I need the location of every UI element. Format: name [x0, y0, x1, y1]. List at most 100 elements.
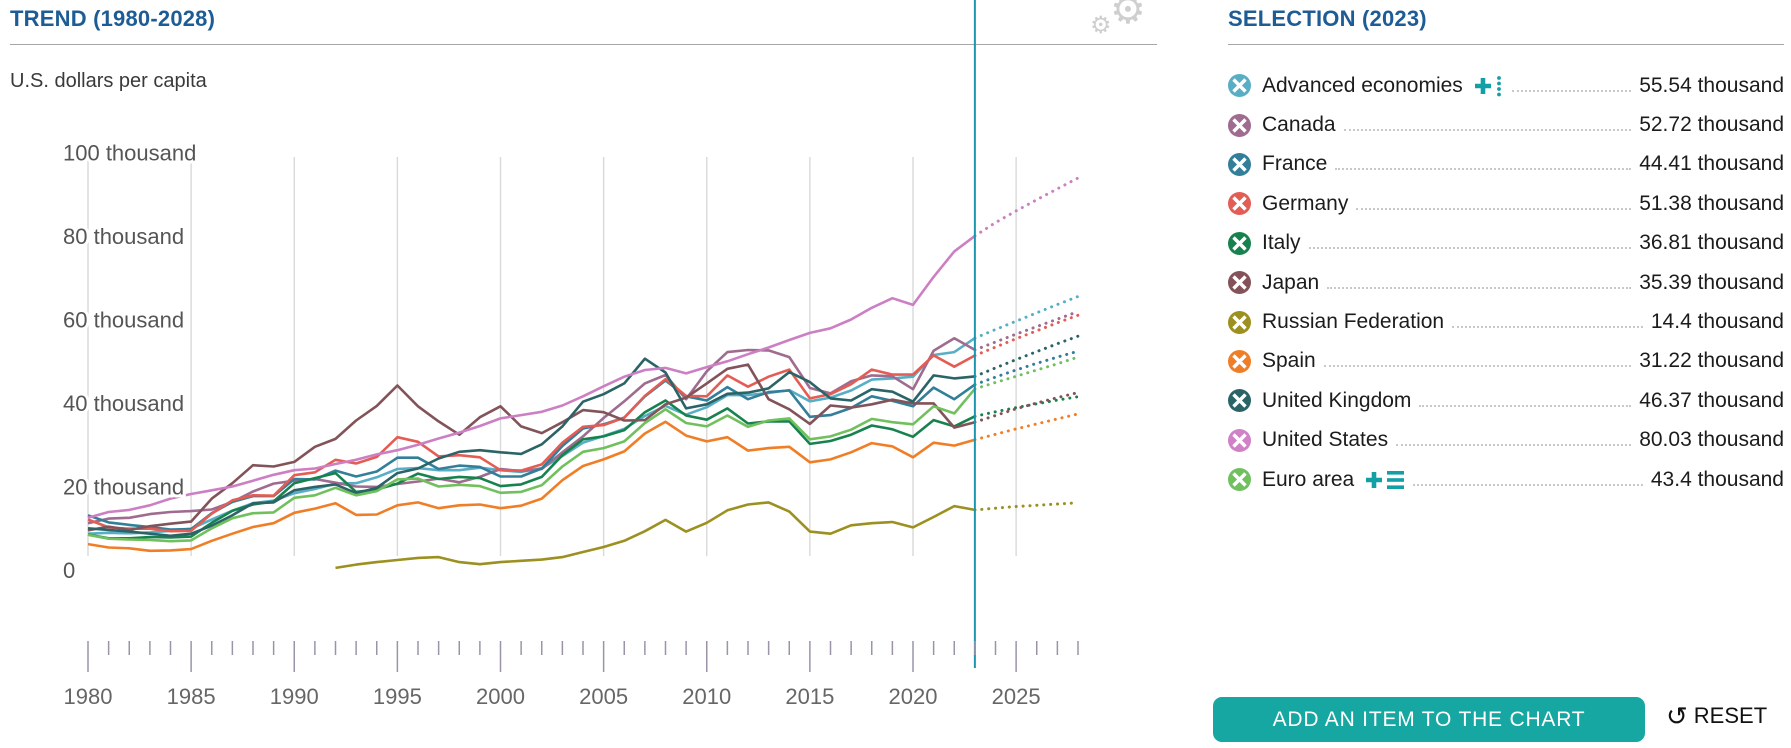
- add-item-button[interactable]: ADD AN ITEM TO THE CHART: [1213, 697, 1645, 742]
- selection-row[interactable]: Japan 35.39 thousand: [1228, 263, 1784, 302]
- selection-item-label: Italy: [1262, 231, 1301, 255]
- series-line-italy[interactable]: [87, 399, 976, 540]
- dotted-leader: [1323, 365, 1632, 368]
- selection-item-value: 31.22 thousand: [1639, 349, 1784, 373]
- series-forecast-spain: [973, 412, 1080, 442]
- x-tick-label-1990: 1990: [270, 684, 319, 709]
- trend-panel-title: TREND (1980-2028): [10, 6, 216, 31]
- series-marker-icon: [1228, 349, 1251, 373]
- series-forecast-advanced-economies: [973, 295, 1080, 340]
- series-line-advanced-economies[interactable]: [87, 337, 976, 535]
- series-marker-icon: [1228, 271, 1251, 295]
- selection-item-label: Japan: [1262, 270, 1320, 294]
- settings-gear-icon[interactable]: ⚙ ⚙: [1088, 0, 1158, 46]
- selection-item-value: 35.39 thousand: [1639, 270, 1784, 294]
- series-marker-icon: [1228, 310, 1251, 334]
- reset-label: RESET: [1693, 703, 1768, 728]
- series-marker-icon: [1228, 152, 1251, 176]
- dotted-leader: [1308, 247, 1632, 250]
- selection-row[interactable]: Canada 52.72 thousand: [1228, 105, 1784, 144]
- selection-row[interactable]: Advanced economies 55.54 thousand: [1228, 66, 1784, 105]
- x-tick-label-1995: 1995: [373, 684, 422, 709]
- series-forecast-germany: [973, 313, 1080, 357]
- y-tick-label-40: 40 thousand: [63, 391, 184, 416]
- series-marker-icon: [1228, 231, 1251, 255]
- y-tick-label-80: 80 thousand: [63, 224, 184, 249]
- selection-row[interactable]: Spain 31.22 thousand: [1228, 342, 1784, 381]
- dotted-leader: [1413, 483, 1643, 486]
- selection-item-label: France: [1262, 152, 1328, 176]
- x-tick-label-2005: 2005: [579, 684, 628, 709]
- selection-list: Advanced economies 55.54 thousand Canada…: [1228, 66, 1784, 499]
- selection-row[interactable]: Euro area 43.4 thousand: [1228, 460, 1784, 499]
- dotted-leader: [1419, 404, 1632, 407]
- series-marker-icon: [1228, 428, 1251, 452]
- trend-line-chart[interactable]: 1980 1985 1990 1995 2000 2005 2010 2015 2020 2025…: [0, 0, 1180, 748]
- dotted-leader: [1356, 207, 1632, 210]
- reset-button[interactable]: ↺ RESET: [1666, 703, 1767, 729]
- dotted-leader: [1327, 286, 1632, 289]
- series-line-spain[interactable]: [87, 420, 976, 553]
- series-line-russian-federation[interactable]: [335, 501, 976, 570]
- dotted-leader: [1343, 129, 1632, 132]
- unit-label: U.S. dollars per capita: [10, 70, 207, 92]
- trend-divider: [10, 44, 1157, 45]
- y-tick-label-60: 60 thousand: [63, 308, 184, 333]
- selection-item-label: United Kingdom: [1262, 388, 1412, 412]
- x-tick-label-2025: 2025: [992, 684, 1041, 709]
- series-marker-icon: [1228, 74, 1251, 98]
- y-tick-label-100: 100 thousand: [63, 141, 196, 166]
- selection-divider: [1228, 44, 1784, 45]
- selection-panel-title: SELECTION (2023): [1228, 6, 1427, 31]
- selection-item-label: Euro area: [1262, 467, 1355, 491]
- dotted-leader: [1396, 444, 1632, 447]
- selection-row[interactable]: United Kingdom 46.37 thousand: [1228, 381, 1784, 420]
- series-forecast-united-states: [973, 176, 1080, 238]
- gear-small-icon: ⚙: [1090, 12, 1112, 39]
- x-tick-label-2000: 2000: [476, 684, 525, 709]
- selection-row[interactable]: Germany 51.38 thousand: [1228, 184, 1784, 223]
- add-group-members-icon[interactable]: [1472, 73, 1504, 99]
- x-tick-label-1980: 1980: [64, 684, 113, 709]
- selection-row[interactable]: Russian Federation 14.4 thousand: [1228, 302, 1784, 341]
- series-line-united-states[interactable]: [87, 234, 976, 520]
- group-list-icon[interactable]: [1363, 467, 1405, 493]
- selection-row[interactable]: United States 80.03 thousand: [1228, 421, 1784, 460]
- selection-item-label: Advanced economies: [1262, 73, 1463, 97]
- selection-item-label: Spain: [1262, 349, 1316, 373]
- series-line-euro-area[interactable]: [87, 387, 976, 543]
- selection-item-value: 43.4 thousand: [1650, 467, 1784, 491]
- series-line-france[interactable]: [87, 379, 976, 531]
- dotted-leader: [1511, 89, 1632, 92]
- selection-item-value: 51.38 thousand: [1639, 191, 1784, 215]
- series-marker-icon: [1228, 113, 1251, 137]
- y-tick-label-20: 20 thousand: [63, 475, 184, 500]
- x-tick-label-1985: 1985: [167, 684, 216, 709]
- series-forecast-united-kingdom: [973, 334, 1080, 378]
- dotted-leader: [1452, 326, 1643, 329]
- series-marker-icon: [1228, 192, 1251, 216]
- x-tick-label-2010: 2010: [682, 684, 731, 709]
- selection-item-label: Russian Federation: [1262, 310, 1445, 334]
- series-forecast-russian-federation: [973, 501, 1080, 512]
- gear-large-icon: ⚙: [1110, 0, 1146, 32]
- series-forecast-canada: [973, 310, 1080, 352]
- series-line-united-kingdom[interactable]: [87, 357, 976, 538]
- x-tick-label-2015: 2015: [785, 684, 834, 709]
- selection-item-label: Canada: [1262, 113, 1336, 137]
- series-marker-icon: [1228, 468, 1251, 492]
- series-forecast-euro-area: [973, 355, 1080, 391]
- series-line-japan[interactable]: [87, 363, 976, 532]
- selection-row[interactable]: France 44.41 thousand: [1228, 145, 1784, 184]
- reset-icon: ↺: [1666, 701, 1688, 731]
- selection-panel: SELECTION (2023) Advanced economies 55.5…: [1213, 0, 1784, 748]
- series-forecast-japan: [973, 391, 1080, 424]
- y-tick-label-0: 0: [63, 558, 75, 583]
- selection-item-value: 14.4 thousand: [1650, 310, 1784, 334]
- x-tick-label-2020: 2020: [889, 684, 938, 709]
- selection-item-value: 52.72 thousand: [1639, 113, 1784, 137]
- selection-item-value: 46.37 thousand: [1639, 388, 1784, 412]
- selection-row[interactable]: Italy 36.81 thousand: [1228, 224, 1784, 263]
- series-marker-icon: [1228, 389, 1251, 413]
